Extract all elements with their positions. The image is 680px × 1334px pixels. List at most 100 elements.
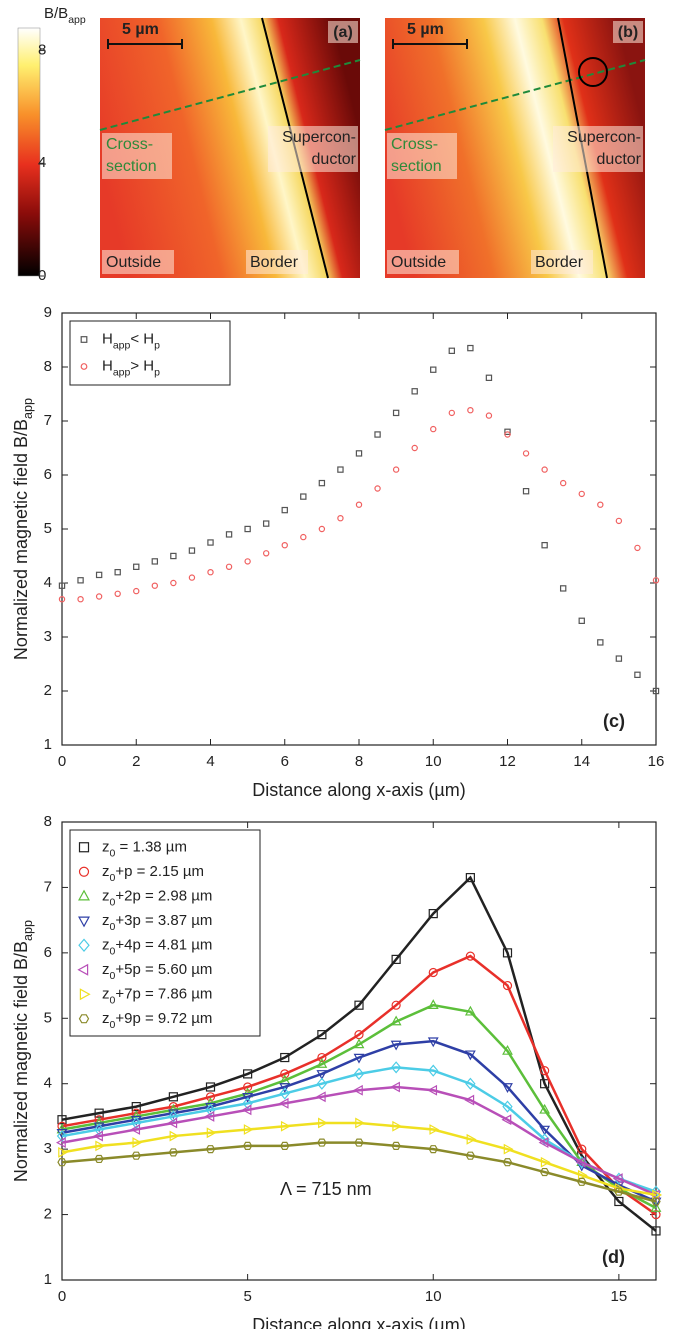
- x-tick-label: 2: [132, 753, 140, 770]
- cross-section-line: [99, 59, 361, 131]
- marker: [650, 1201, 662, 1212]
- marker: [151, 582, 159, 589]
- marker: [390, 1015, 402, 1026]
- marker: [243, 1082, 253, 1092]
- marker: [467, 407, 474, 414]
- marker: [539, 1125, 551, 1136]
- legend-label-part: z: [102, 887, 110, 904]
- marker: [355, 501, 363, 508]
- marker: [615, 517, 623, 525]
- colorbar-tick-label: 0: [38, 267, 46, 284]
- x-tick-label: 5: [243, 1288, 251, 1305]
- cross-section-label: section: [106, 158, 157, 175]
- marker: [390, 1081, 400, 1093]
- legend-label-part: z: [102, 863, 110, 880]
- marker: [485, 412, 493, 419]
- marker: [243, 1069, 253, 1079]
- marker: [522, 450, 530, 457]
- marker: [131, 1151, 141, 1160]
- marker: [204, 1111, 215, 1122]
- marker: [168, 1148, 179, 1157]
- marker: [168, 1092, 178, 1102]
- marker: [205, 1082, 216, 1092]
- marker: [132, 1137, 143, 1149]
- x-tick-label: 10: [425, 753, 442, 770]
- marker: [78, 916, 90, 928]
- marker: [539, 1133, 550, 1146]
- legend-box: [69, 829, 261, 1037]
- marker: [188, 574, 196, 581]
- x-tick-label: 15: [611, 1288, 628, 1305]
- y-axis-label-part: app: [21, 920, 35, 941]
- annotation: (d): [602, 1247, 625, 1267]
- marker: [205, 1103, 216, 1117]
- label-box: [102, 133, 172, 179]
- marker: [464, 1050, 476, 1061]
- marker: [78, 889, 90, 901]
- legend-label-part: H: [102, 357, 113, 374]
- marker: [95, 593, 103, 600]
- legend-label-part: +p = 2.15 µm: [115, 863, 204, 880]
- marker: [242, 1097, 253, 1110]
- marker: [429, 1124, 440, 1135]
- marker: [651, 1209, 661, 1220]
- marker: [614, 1196, 624, 1207]
- marker: [352, 1084, 363, 1096]
- marker: [615, 655, 623, 662]
- marker: [188, 547, 196, 554]
- fit-line: [61, 1085, 657, 1197]
- marker: [225, 563, 233, 571]
- marker: [170, 579, 177, 587]
- marker: [502, 1083, 513, 1094]
- marker: [281, 542, 288, 549]
- legend-label-part: 0: [110, 896, 116, 908]
- superconductor-label: Supercon-: [282, 129, 356, 146]
- marker: [540, 1156, 551, 1168]
- border-label: Border: [250, 254, 299, 271]
- y-axis-label-part: Normalized magnetic field B/B: [11, 941, 31, 1182]
- marker: [77, 596, 84, 603]
- marker: [58, 1146, 69, 1158]
- marker: [280, 1120, 291, 1132]
- marker: [634, 671, 641, 679]
- marker: [78, 938, 90, 953]
- marker: [151, 558, 159, 565]
- marker: [539, 1103, 551, 1114]
- legend-label-part: +4p = 4.81 µm: [115, 936, 212, 953]
- marker: [502, 948, 513, 958]
- marker: [315, 1091, 326, 1103]
- marker: [206, 1127, 217, 1139]
- label-box: [387, 250, 459, 274]
- panel-tag: (a): [333, 24, 353, 41]
- marker: [78, 1014, 90, 1024]
- y-tick-label: 6: [44, 466, 52, 483]
- marker: [133, 587, 140, 595]
- marker: [80, 336, 88, 343]
- y-tick-label: 5: [44, 1009, 52, 1026]
- marker: [58, 596, 66, 603]
- marker: [504, 431, 511, 438]
- x-tick-label: 0: [58, 753, 66, 770]
- x-tick-label: 4: [206, 753, 214, 770]
- legend-label-part: +5p = 5.60 µm: [115, 961, 212, 978]
- marker: [464, 1005, 476, 1016]
- marker: [317, 1052, 327, 1063]
- legend-label-part: z: [102, 961, 110, 978]
- superconductor-label: ductor: [597, 151, 642, 168]
- legend-label-part: 0: [110, 994, 116, 1006]
- label-box: [387, 133, 457, 179]
- y-tick-label: 5: [44, 520, 52, 537]
- marker: [280, 1141, 290, 1150]
- marker: [318, 525, 326, 533]
- legend-label-part: z: [102, 936, 110, 953]
- legend-label-part: z: [102, 838, 110, 855]
- colorbar-gradient: [17, 27, 41, 277]
- marker: [57, 1158, 67, 1167]
- legend-label: Happ> Hp: [102, 357, 160, 378]
- panel-b: 5 µm (b) Cross- section Supercon- ductor…: [384, 17, 646, 279]
- marker: [279, 1087, 290, 1100]
- marker: [503, 1143, 514, 1155]
- marker: [114, 568, 121, 576]
- marker: [262, 520, 270, 527]
